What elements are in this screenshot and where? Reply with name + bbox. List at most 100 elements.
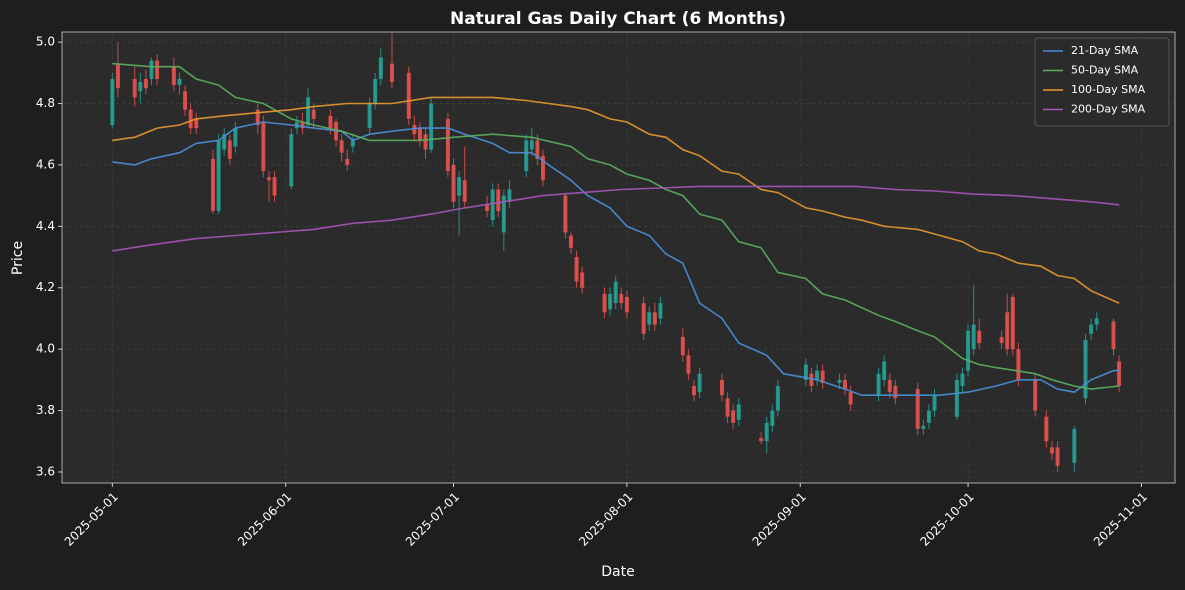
candle-body	[496, 189, 501, 211]
candle-body	[1083, 339, 1088, 399]
candle-body	[222, 134, 227, 150]
candle-body	[977, 330, 982, 344]
candle-body	[725, 398, 730, 417]
candle-body	[1072, 428, 1077, 463]
candle-body	[882, 361, 887, 380]
candle-body	[837, 379, 842, 383]
candle-body	[194, 118, 199, 129]
candle-body	[540, 155, 545, 181]
sma-line	[112, 121, 1120, 396]
y-tick-label: 3.6	[36, 464, 55, 478]
candle-body	[155, 60, 160, 79]
candle-body	[266, 177, 271, 181]
candle-body	[809, 373, 814, 386]
candle-body	[507, 189, 512, 202]
candle-body	[138, 82, 143, 92]
candle-body	[423, 134, 428, 150]
candle-body	[770, 410, 775, 426]
candle-body	[272, 177, 277, 196]
candle-body	[647, 312, 652, 325]
candle-body	[373, 78, 378, 104]
candle-body	[764, 422, 769, 442]
candle-body	[501, 195, 506, 233]
candle-body	[680, 336, 685, 356]
y-axis-label: Price	[10, 241, 26, 275]
candle-body	[1111, 321, 1116, 350]
candle-body	[171, 66, 176, 86]
candle-body	[697, 373, 702, 393]
candle-body	[759, 438, 764, 442]
candle-body	[848, 392, 853, 405]
candle-body	[227, 140, 232, 159]
candle-body	[692, 385, 697, 396]
candle-body	[289, 134, 294, 187]
legend-label: 50-Day SMA	[1071, 64, 1139, 77]
legend-label: 200-Day SMA	[1071, 103, 1146, 116]
candle-body	[485, 204, 490, 211]
candle-body	[177, 78, 182, 86]
candle-body	[1094, 318, 1099, 325]
candle-body	[803, 364, 808, 380]
candle-body	[328, 115, 333, 129]
legend-box	[1034, 37, 1170, 127]
candle-body	[999, 336, 1004, 344]
candle-body	[926, 410, 931, 423]
candle-body	[954, 379, 959, 417]
candle-body	[775, 385, 780, 411]
candle-body	[719, 379, 724, 396]
candle-body	[960, 373, 965, 386]
candle-body	[255, 109, 260, 126]
candle-body	[915, 389, 920, 429]
legend-label: 21-Day SMA	[1071, 44, 1139, 57]
candle-body	[378, 57, 383, 79]
y-tick-label: 4.0	[36, 342, 55, 356]
legend-label: 100-Day SMA	[1071, 83, 1146, 96]
candle-body	[451, 164, 456, 202]
sma-line	[112, 62, 1120, 390]
candle-body	[641, 303, 646, 334]
candle-body	[1016, 349, 1021, 380]
candle-body	[311, 109, 316, 119]
y-tick-label: 4.4	[36, 219, 55, 233]
candle-body	[462, 180, 467, 202]
candle-body	[339, 140, 344, 153]
candle-body	[412, 125, 417, 135]
candle-body	[580, 272, 585, 288]
candle-body	[132, 78, 137, 98]
candle-body	[602, 293, 607, 313]
candle-body	[457, 177, 462, 196]
candle-body	[233, 128, 238, 147]
candle-body	[367, 103, 372, 129]
sma-line	[112, 185, 1120, 252]
candle-body	[1033, 379, 1038, 411]
chart-title: Natural Gas Daily Chart (6 Months)	[450, 9, 786, 29]
candle-body	[652, 312, 657, 325]
candle-body	[216, 140, 221, 211]
candle-body	[731, 410, 736, 423]
candle-body	[149, 60, 154, 79]
candle-body	[406, 72, 411, 119]
candle-body	[1010, 296, 1015, 350]
candle-body	[445, 118, 450, 172]
candle-body	[188, 109, 193, 129]
candle-body	[535, 140, 540, 159]
candle-body	[563, 195, 568, 233]
y-tick-label: 4.2	[36, 280, 55, 294]
sma-line	[112, 96, 1120, 304]
candle-body	[1089, 324, 1094, 334]
candle-body	[1005, 312, 1010, 350]
plot-area	[61, 31, 1176, 484]
candle-body	[300, 121, 305, 129]
candle-body	[971, 324, 976, 350]
y-tick-label: 3.8	[36, 403, 55, 417]
candle-body	[115, 63, 120, 89]
candle-body	[1044, 416, 1049, 442]
y-tick-label: 4.8	[36, 96, 55, 110]
candle-body	[350, 140, 355, 147]
candle-body	[843, 379, 848, 390]
candle-body	[887, 379, 892, 393]
candle-body	[429, 103, 434, 150]
candle-body	[1117, 361, 1122, 386]
candle-body	[736, 404, 741, 420]
